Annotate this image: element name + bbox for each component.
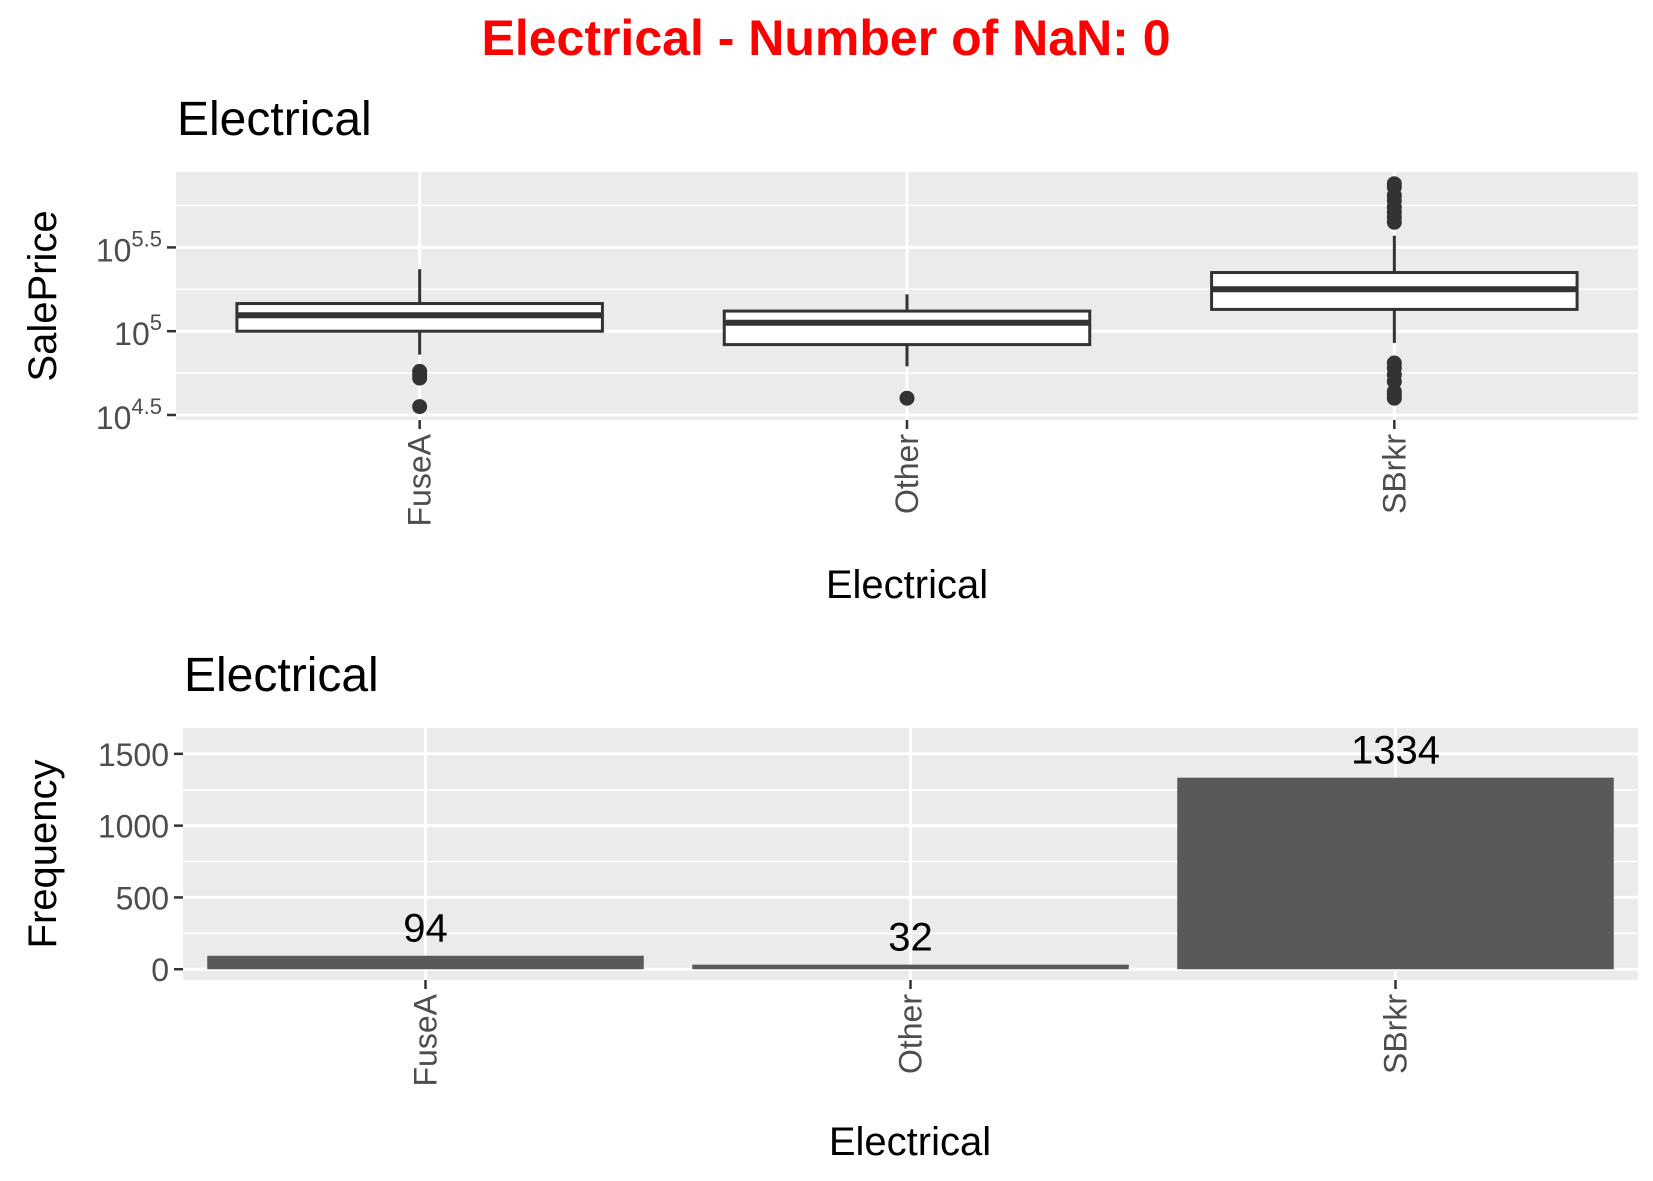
bar-chart-bars: [207, 777, 1614, 970]
y-tick-label: 104.5: [96, 394, 162, 436]
x-tick-label: FuseA: [402, 433, 438, 526]
boxplot-x-axis-label: Electrical: [826, 563, 988, 607]
outlier-point: [899, 390, 915, 406]
boxplot-boxes: [235, 176, 1579, 415]
boxplot-y-axis-label: SalePrice: [21, 210, 65, 381]
data-label-sbrkr: 1334: [1351, 729, 1440, 773]
data-label-fusea: 94: [403, 907, 448, 951]
bar-chart-x-axis-label: Electrical: [829, 1120, 991, 1164]
x-tick-label: SBrkr: [1376, 434, 1412, 514]
boxplot-title: Electrical: [177, 93, 372, 146]
box-fusea: [235, 269, 604, 415]
box-sbrkr: [1210, 176, 1579, 406]
bar-other: [692, 964, 1129, 970]
bar-chart-data-labels: 94 32 1334: [403, 729, 1440, 960]
x-tick-label: Other: [893, 994, 929, 1074]
x-tick-label: SBrkr: [1378, 994, 1414, 1074]
y-tick-label: 0: [151, 952, 169, 988]
outlier-point: [412, 399, 428, 415]
bar-sbrkr: [1177, 777, 1614, 970]
x-tick-label: Other: [889, 434, 925, 514]
boxplot-y-axis: 104.5 105 105.5: [96, 226, 176, 436]
y-tick-label: 1000: [98, 809, 169, 845]
y-tick-label: 105.5: [96, 226, 162, 268]
figure-title: Electrical - Number of NaN: 0: [481, 10, 1170, 66]
bar-chart-y-axis: 0 500 1000 1500: [98, 737, 183, 988]
y-tick-label: 500: [116, 880, 169, 916]
outlier-point: [1386, 355, 1402, 371]
outlier-point: [1386, 176, 1402, 192]
outlier-point: [412, 363, 428, 379]
y-tick-label: 105: [114, 310, 162, 352]
box-other: [722, 294, 1092, 406]
bar-fusea: [207, 955, 644, 970]
boxplot-chart: Electrical 104.5 105 105.5 FuseA Other SBrkr…: [21, 93, 1638, 607]
boxplot-x-axis: FuseA Other SBrkr: [402, 420, 1412, 526]
bar-chart-x-axis: FuseA Other SBrkr: [408, 980, 1414, 1086]
bar-chart-title: Electrical: [184, 649, 379, 702]
bar-chart-y-axis-label: Frequency: [21, 760, 65, 949]
data-label-other: 32: [888, 916, 933, 960]
y-tick-label: 1500: [98, 737, 169, 773]
x-tick-label: FuseA: [408, 993, 444, 1086]
box-iqr: [722, 309, 1092, 347]
